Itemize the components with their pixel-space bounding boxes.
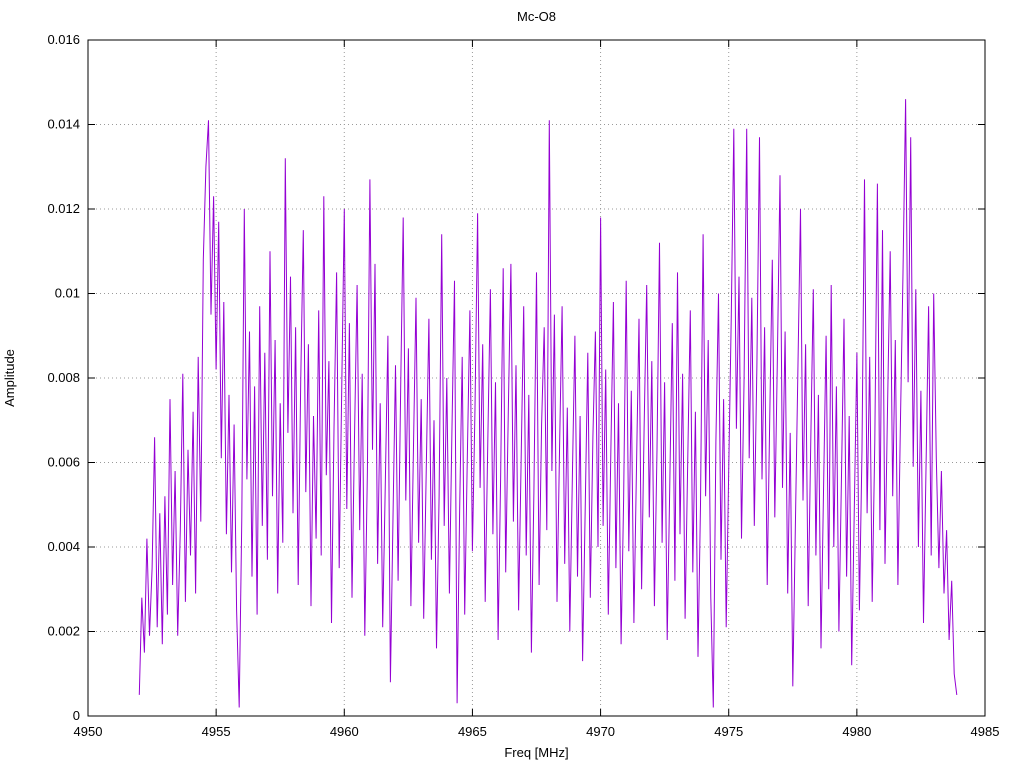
x-tick-label: 4960 — [330, 724, 359, 739]
y-tick-label: 0.004 — [47, 539, 80, 554]
y-tick-label: 0.012 — [47, 201, 80, 216]
y-tick-label: 0.01 — [55, 286, 80, 301]
series-line — [138, 99, 958, 708]
tick-labels: 4950 4955 4960 4965 4970 4975 4980 4985 0 0.002 0.… — [47, 32, 999, 739]
x-tick-label: 4955 — [202, 724, 231, 739]
y-axis-label: Amplitude — [2, 349, 17, 407]
y-tick-label: 0.008 — [47, 370, 80, 385]
chart-title: Mc-O8 — [517, 9, 556, 24]
y-tick-label: 0 — [73, 708, 80, 723]
x-tick-label: 4975 — [714, 724, 743, 739]
x-axis-label: Freq [MHz] — [504, 745, 568, 760]
plot-border — [87, 39, 986, 717]
x-tick-label: 4985 — [971, 724, 1000, 739]
y-tick-label: 0.014 — [47, 117, 80, 132]
y-tick-label: 0.016 — [47, 32, 80, 47]
x-tick-label: 4950 — [74, 724, 103, 739]
y-tick-label: 0.002 — [47, 624, 80, 639]
x-tick-label: 4965 — [458, 724, 487, 739]
x-tick-label: 4970 — [586, 724, 615, 739]
x-tick-label: 4980 — [842, 724, 871, 739]
y-tick-label: 0.006 — [47, 455, 80, 470]
